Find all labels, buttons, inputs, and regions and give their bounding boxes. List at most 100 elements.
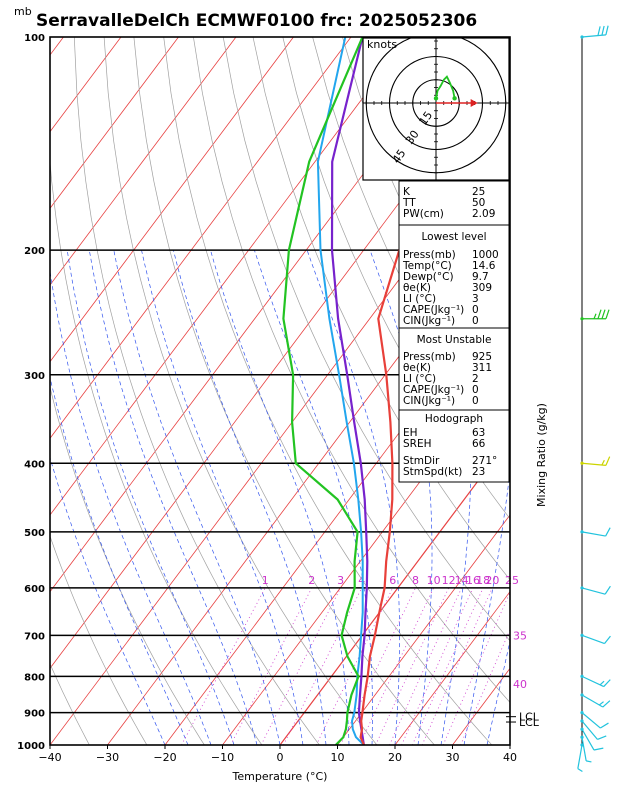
pressure-tick-label: 800 — [24, 672, 45, 683]
most-unstable-value: 0 — [472, 384, 479, 396]
wind-barb-dot — [580, 727, 584, 731]
storm-index-value: 23 — [472, 466, 485, 478]
most-unstable-label: LI (°C) — [403, 373, 436, 385]
wind-barb-flag — [605, 309, 610, 319]
mixing-ratio-line — [260, 587, 341, 745]
hodograph-index-value: 63 — [472, 427, 485, 439]
wind-barb — [580, 25, 609, 39]
mixing-ratio-line — [230, 587, 313, 745]
wind-barb-dot — [580, 674, 584, 678]
dry-adiabat — [103, 37, 378, 745]
most-unstable-label: CIN(Jkg⁻¹) — [403, 395, 455, 407]
pressure-tick-label: 100 — [24, 33, 45, 44]
temperature-tick-label: −30 — [96, 751, 119, 764]
mixing-ratio-label: 12 — [442, 574, 456, 587]
wind-barb-half — [601, 459, 605, 466]
mixing-ratio-line — [442, 591, 510, 745]
dry-adiabat — [193, 37, 510, 703]
dry-adiabat — [50, 385, 205, 745]
index-label: PW(cm) — [403, 208, 444, 220]
mixing-ratio-line — [315, 587, 394, 745]
temperature-axis: −40 −30 −20 −10 0 10 20 30 40 — [38, 745, 517, 764]
hodograph-index-label: SREH — [403, 438, 432, 450]
most-unstable-value: 2 — [472, 373, 479, 385]
lowest-level-value: 0 — [472, 304, 479, 316]
isotherm-line — [50, 37, 179, 209]
storm-motion-arrowhead — [470, 99, 478, 107]
moist-adiabat — [113, 250, 281, 745]
index-value: 50 — [472, 197, 485, 209]
wind-barb-half — [598, 701, 604, 706]
mixing-ratio-label: 6 — [389, 574, 396, 587]
pressure-tick-label: 1000 — [17, 741, 45, 752]
wind-barb-dot — [580, 735, 584, 739]
most-unstable-label: CAPE(Jkg⁻¹) — [403, 384, 464, 396]
wind-barb-shaft — [581, 634, 605, 645]
dry-adiabat — [252, 37, 510, 581]
moist-adiabat — [306, 249, 400, 745]
temperature-tick-label: −40 — [38, 751, 61, 764]
wind-barb-flag — [602, 700, 611, 708]
wind-barb-flag — [604, 635, 611, 644]
wind-barb-dot — [580, 586, 584, 590]
wind-barb — [577, 743, 584, 772]
mixing-ratio-line — [401, 587, 474, 745]
wind-barb-column — [577, 25, 611, 772]
isotherm-line — [50, 37, 352, 439]
pressure-tick-label: 300 — [24, 371, 45, 382]
isotherm-line — [394, 591, 510, 745]
hodograph-start-dot — [433, 96, 439, 101]
pressure-tick-label: 400 — [24, 459, 45, 470]
wind-barb — [580, 633, 611, 645]
temperature-tick-label: −20 — [153, 751, 176, 764]
wind-barb-dot — [580, 693, 584, 697]
storm-index-label: StmDir — [403, 455, 440, 467]
wind-barb — [580, 309, 610, 321]
hodograph-index-label: EH — [403, 427, 418, 439]
hodograph-units-label: knots — [367, 38, 397, 51]
index-label: K — [403, 186, 411, 198]
wind-barb-dot — [580, 530, 584, 534]
isotherm-line — [337, 514, 510, 745]
wind-barb-half — [593, 313, 597, 319]
mixing-ratio-line — [412, 587, 484, 745]
index-value: 25 — [472, 186, 485, 198]
moist-adiabat — [486, 639, 510, 745]
moist-adiabat — [66, 250, 235, 745]
moist-adiabat — [88, 250, 258, 745]
most-unstable-value: 925 — [472, 351, 492, 363]
lcl-label: LCL — [519, 711, 540, 724]
wind-barb-shaft — [581, 587, 606, 595]
most-unstable-label: θe(K) — [403, 362, 431, 374]
moist-adiabat — [173, 250, 327, 745]
hodograph-end-dot — [452, 96, 457, 101]
lowest-level-value: 14.6 — [472, 260, 496, 272]
temperature-tick-label: −10 — [211, 751, 234, 764]
mixing-ratio-label: 18 — [476, 574, 490, 587]
temperature-tick-label: 30 — [446, 751, 460, 764]
virtual-profile-line — [316, 37, 365, 745]
wind-barb-dot — [580, 633, 584, 637]
wind-barb-shaft — [581, 720, 598, 740]
lowest-level-box — [398, 224, 510, 329]
wind-barb-half — [586, 760, 592, 763]
wind-barb — [580, 711, 609, 729]
wind-barb-dot — [580, 461, 584, 465]
isotherm-line — [50, 37, 294, 363]
lcl-label: LCL — [519, 716, 540, 729]
moist-adiabat — [463, 468, 510, 745]
temperature-tick-label: 20 — [388, 751, 402, 764]
storm-index-value: 271° — [472, 455, 497, 467]
wind-barb — [580, 727, 604, 751]
theta-label: 40 — [513, 678, 527, 691]
wind-barb-flag — [597, 735, 607, 740]
dry-adiabat — [50, 662, 90, 745]
wind-barb-flag — [601, 25, 605, 36]
most-unstable-label: Press(mb) — [403, 351, 456, 363]
moist-adiabat — [50, 268, 212, 745]
wind-barb — [580, 719, 607, 740]
lowest-level-title: Lowest level — [421, 231, 486, 243]
